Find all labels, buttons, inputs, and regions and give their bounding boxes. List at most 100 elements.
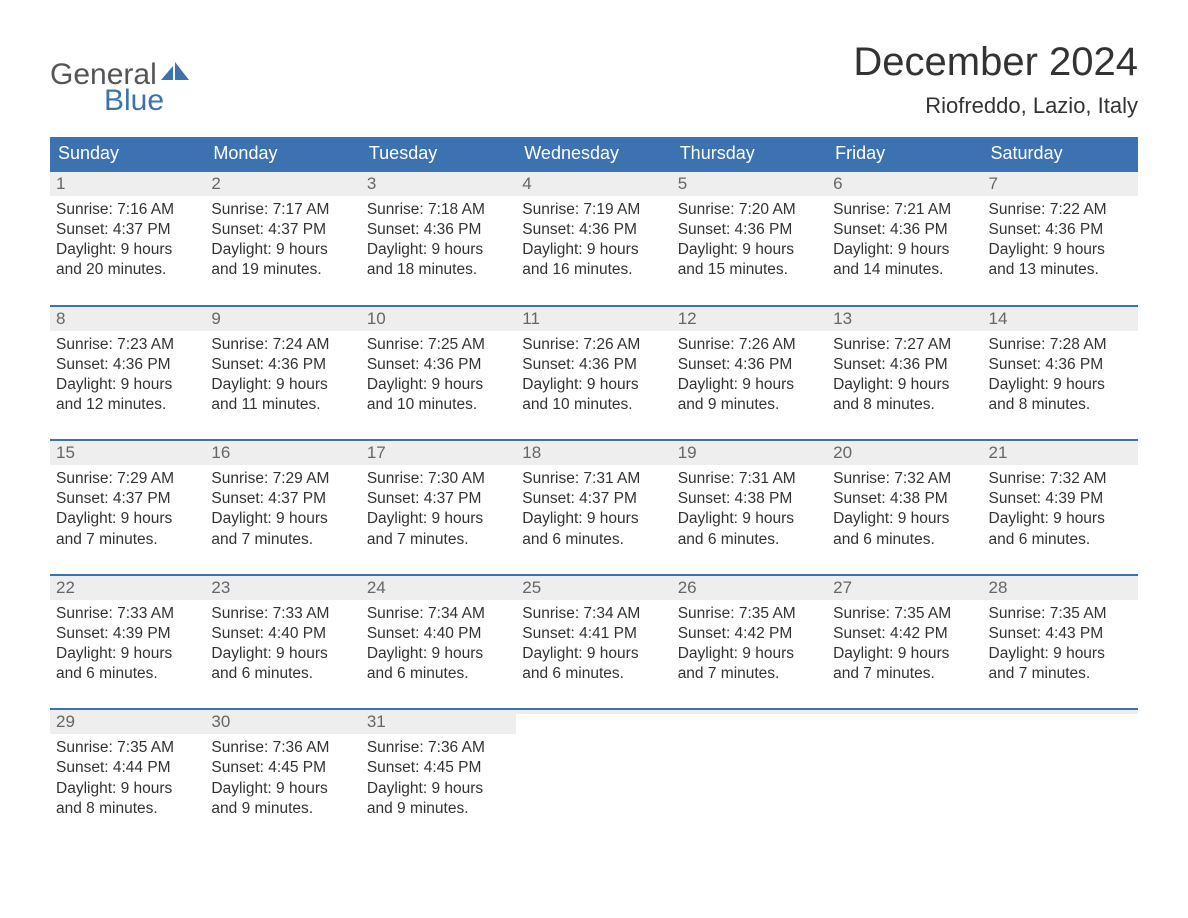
day-sunset: Sunset: 4:36 PM [833,220,976,240]
day-body: Sunrise: 7:31 AMSunset: 4:37 PMDaylight:… [516,465,671,554]
day-body: Sunrise: 7:26 AMSunset: 4:36 PMDaylight:… [516,331,671,420]
day-sunset: Sunset: 4:37 PM [56,489,199,509]
day-number: 20 [833,443,852,462]
day-cell: 12Sunrise: 7:26 AMSunset: 4:36 PMDayligh… [672,307,827,420]
day-number: 13 [833,309,852,328]
daynum-row: 4 [516,172,671,196]
week-row: 29Sunrise: 7:35 AMSunset: 4:44 PMDayligh… [50,708,1138,823]
day-number: 24 [367,578,386,597]
daynum-row: 10 [361,307,516,331]
day-d1: Daylight: 9 hours [211,240,354,260]
day-sunrise: Sunrise: 7:18 AM [367,200,510,220]
daynum-row: 8 [50,307,205,331]
day-number: 5 [678,174,687,193]
day-d1: Daylight: 9 hours [56,240,199,260]
day-sunset: Sunset: 4:36 PM [522,355,665,375]
day-d2: and 8 minutes. [56,799,199,819]
weekday-label: Monday [205,137,360,170]
day-number: 4 [522,174,531,193]
day-d1: Daylight: 9 hours [522,509,665,529]
day-body: Sunrise: 7:21 AMSunset: 4:36 PMDaylight:… [827,196,982,285]
day-d1: Daylight: 9 hours [56,375,199,395]
day-d1: Daylight: 9 hours [367,644,510,664]
day-number: 12 [678,309,697,328]
day-number: 1 [56,174,65,193]
day-number: 15 [56,443,75,462]
day-sunrise: Sunrise: 7:25 AM [367,335,510,355]
weekday-header: SundayMondayTuesdayWednesdayThursdayFrid… [50,137,1138,170]
day-d1: Daylight: 9 hours [989,240,1132,260]
daynum-row: 26 [672,576,827,600]
day-number: 3 [367,174,376,193]
day-sunrise: Sunrise: 7:31 AM [522,469,665,489]
day-cell: 3Sunrise: 7:18 AMSunset: 4:36 PMDaylight… [361,172,516,285]
day-number: 18 [522,443,541,462]
day-d2: and 6 minutes. [522,664,665,684]
daynum-row: 1 [50,172,205,196]
day-body: Sunrise: 7:35 AMSunset: 4:42 PMDaylight:… [672,600,827,689]
day-d2: and 13 minutes. [989,260,1132,280]
daynum-row: 31 [361,710,516,734]
day-sunrise: Sunrise: 7:23 AM [56,335,199,355]
day-sunrise: Sunrise: 7:31 AM [678,469,821,489]
day-cell: 20 Sunrise: 7:32 AMSunset: 4:38 PMDayligh… [827,441,982,554]
day-cell: 14 Sunrise: 7:28 AMSunset: 4:36 PMDayligh… [983,307,1138,420]
weeks: 1Sunrise: 7:16 AMSunset: 4:37 PMDaylight… [50,170,1138,823]
day-cell: 17Sunrise: 7:30 AMSunset: 4:37 PMDayligh… [361,441,516,554]
day-body: Sunrise: 7:19 AMSunset: 4:36 PMDaylight:… [516,196,671,285]
week-row: 1Sunrise: 7:16 AMSunset: 4:37 PMDaylight… [50,170,1138,285]
day-sunset: Sunset: 4:42 PM [833,624,976,644]
daynum-row: 27 [827,576,982,600]
day-d2: and 9 minutes. [678,395,821,415]
day-d1: Daylight: 9 hours [211,375,354,395]
daynum-row: 25 [516,576,671,600]
day-cell: 15 Sunrise: 7:29 AMSunset: 4:37 PMDayligh… [50,441,205,554]
day-d2: and 6 minutes. [833,530,976,550]
day-sunrise: Sunrise: 7:29 AM [211,469,354,489]
day-number: 19 [678,443,697,462]
day-body: Sunrise: 7:28 AMSunset: 4:36 PMDaylight:… [983,331,1138,420]
day-number: 9 [211,309,220,328]
day-sunset: Sunset: 4:36 PM [989,355,1132,375]
day-sunset: Sunset: 4:36 PM [678,355,821,375]
day-sunset: Sunset: 4:45 PM [211,758,354,778]
day-cell: 23Sunrise: 7:33 AMSunset: 4:40 PMDayligh… [205,576,360,689]
day-d1: Daylight: 9 hours [367,509,510,529]
day-number: 25 [522,578,541,597]
day-cell: 10Sunrise: 7:25 AMSunset: 4:36 PMDayligh… [361,307,516,420]
day-number: 27 [833,578,852,597]
day-body: Sunrise: 7:36 AMSunset: 4:45 PMDaylight:… [361,734,516,823]
day-d2: and 7 minutes. [367,530,510,550]
day-sunset: Sunset: 4:36 PM [367,220,510,240]
daynum-row: 24 [361,576,516,600]
day-body: Sunrise: 7:17 AMSunset: 4:37 PMDaylight:… [205,196,360,285]
day-sunrise: Sunrise: 7:34 AM [522,604,665,624]
day-sunset: Sunset: 4:37 PM [56,220,199,240]
day-body: Sunrise: 7:20 AMSunset: 4:36 PMDaylight:… [672,196,827,285]
day-sunset: Sunset: 4:37 PM [367,489,510,509]
day-body: Sunrise: 7:29 AMSunset: 4:37 PMDaylight:… [50,465,205,554]
day-d1: Daylight: 9 hours [211,644,354,664]
day-d1: Daylight: 9 hours [833,509,976,529]
day-number: 16 [211,443,230,462]
day-d1: Daylight: 9 hours [522,375,665,395]
day-sunset: Sunset: 4:39 PM [56,624,199,644]
day-d1: Daylight: 9 hours [211,779,354,799]
day-body: Sunrise: 7:32 AMSunset: 4:38 PMDaylight:… [827,465,982,554]
day-body: Sunrise: 7:33 AMSunset: 4:40 PMDaylight:… [205,600,360,689]
day-d2: and 15 minutes. [678,260,821,280]
daynum-row: 15 [50,441,205,465]
day-sunset: Sunset: 4:37 PM [211,489,354,509]
day-number: 26 [678,578,697,597]
day-number: 14 [989,309,1008,328]
day-d2: and 6 minutes. [56,664,199,684]
day-body: Sunrise: 7:36 AMSunset: 4:45 PMDaylight:… [205,734,360,823]
daynum-row: 9 [205,307,360,331]
day-d1: Daylight: 9 hours [522,240,665,260]
day-body: Sunrise: 7:34 AMSunset: 4:41 PMDaylight:… [516,600,671,689]
weekday-label: Wednesday [516,137,671,170]
day-sunset: Sunset: 4:37 PM [211,220,354,240]
day-sunset: Sunset: 4:37 PM [522,489,665,509]
day-cell [672,710,827,823]
day-sunrise: Sunrise: 7:33 AM [211,604,354,624]
